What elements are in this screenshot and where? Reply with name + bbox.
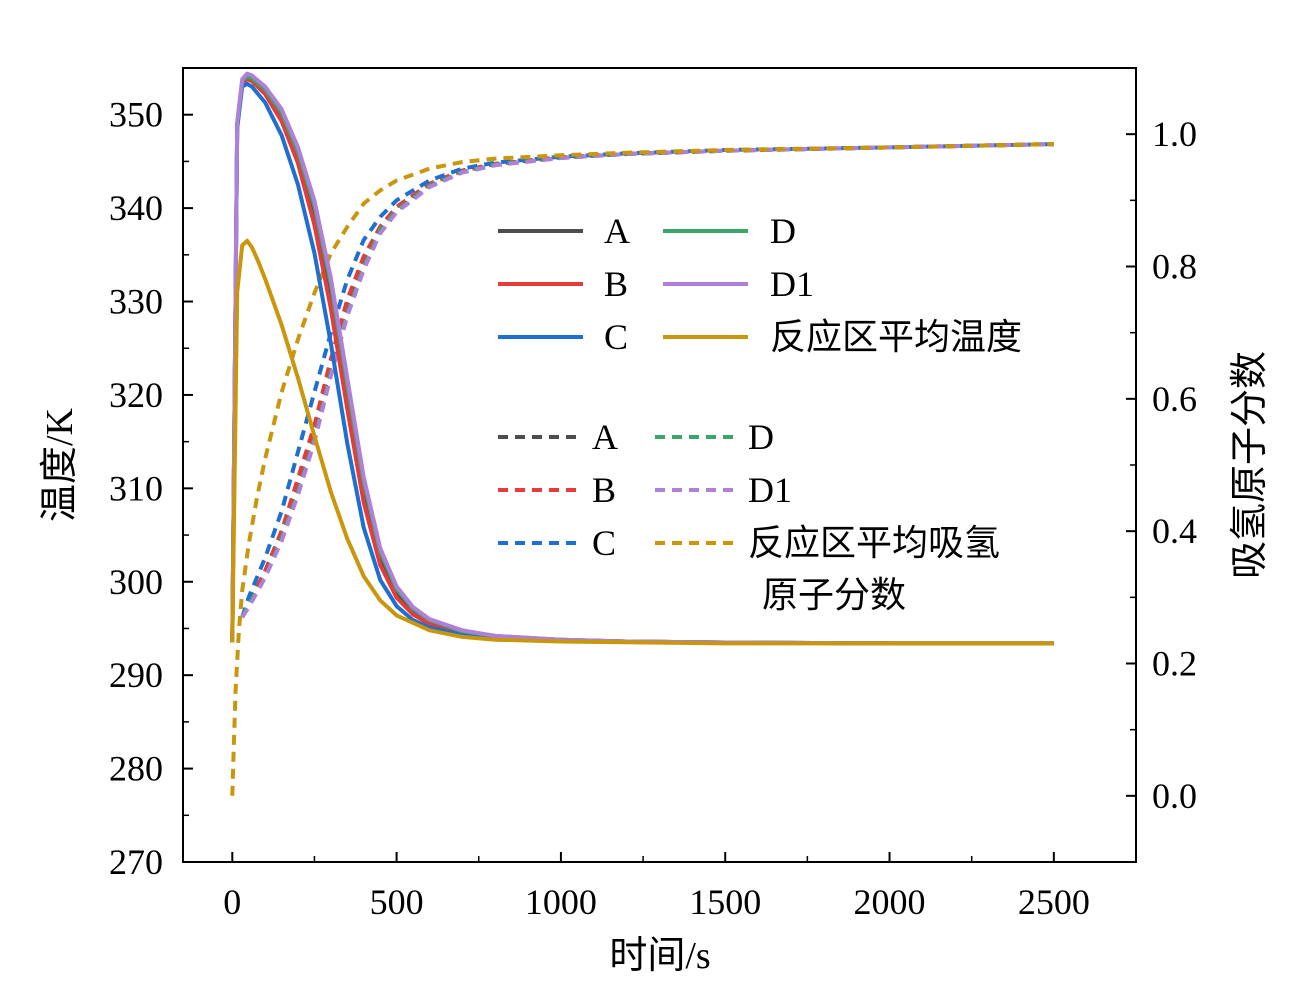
legend-solid-label: C <box>604 317 628 357</box>
legend-dashed-label-line2: 原子分数 <box>762 575 906 615</box>
x-axis-label: 时间/s <box>609 935 710 977</box>
y-left-tick-label: 270 <box>109 842 163 882</box>
fraction-series-5 <box>230 142 1054 796</box>
legend-dashed-label: A <box>592 417 618 457</box>
y-left-tick-label: 320 <box>109 375 163 415</box>
x-tick-label: 1000 <box>525 882 597 922</box>
legend-dashed-label: D1 <box>748 470 792 510</box>
x-tick-label: 500 <box>370 882 424 922</box>
y-right-tick-label: 0.4 <box>1152 511 1197 551</box>
x-tick-label: 1500 <box>689 882 761 922</box>
y-left-tick-label: 290 <box>109 655 163 695</box>
legend-solid-label: D1 <box>770 264 814 304</box>
y-right-tick-label: 0.6 <box>1152 379 1197 419</box>
legend-dashed-label: C <box>592 523 616 563</box>
fraction-series-4 <box>240 142 1054 619</box>
temperature-series-5 <box>230 238 1054 646</box>
plot-frame <box>182 67 1137 863</box>
y-left-tick-label: 300 <box>109 562 163 602</box>
axis-ticks: 0 500 1000 1500 2000 2500 270 280 290 300 310 320 33… <box>109 95 1197 922</box>
legend-solid-label: A <box>604 211 630 251</box>
legend-dashed-label: D <box>748 417 774 457</box>
y-left-tick-label: 350 <box>109 95 163 135</box>
legend-dashed-label: B <box>592 470 616 510</box>
legend-solid-label: B <box>604 264 628 304</box>
legend-dashed-label: 反应区平均吸氢 <box>748 523 1000 563</box>
y-left-tick-label: 330 <box>109 282 163 322</box>
y-left-tick-label: 280 <box>109 749 163 789</box>
x-tick-label: 2500 <box>1018 882 1090 922</box>
series-layer <box>230 71 1054 796</box>
plot-border <box>182 67 1137 863</box>
x-tick-label: 2000 <box>854 882 926 922</box>
x-tick-label: 0 <box>223 882 241 922</box>
y-right-tick-label: 0.2 <box>1152 644 1197 684</box>
y-left-tick-label: 340 <box>109 188 163 228</box>
y-left-tick-label: 310 <box>109 468 163 508</box>
y-right-tick-label: 0.0 <box>1152 776 1197 816</box>
y-axis-label-left: 温度/K <box>39 407 81 522</box>
legend-solid-label: D <box>770 211 796 251</box>
y-axis-label-right: 吸氢原子分数 <box>1229 351 1271 579</box>
y-right-tick-label: 0.8 <box>1152 247 1197 287</box>
legend-solid-label: 反应区平均温度 <box>770 317 1022 357</box>
y-right-tick-label: 1.0 <box>1152 114 1197 154</box>
